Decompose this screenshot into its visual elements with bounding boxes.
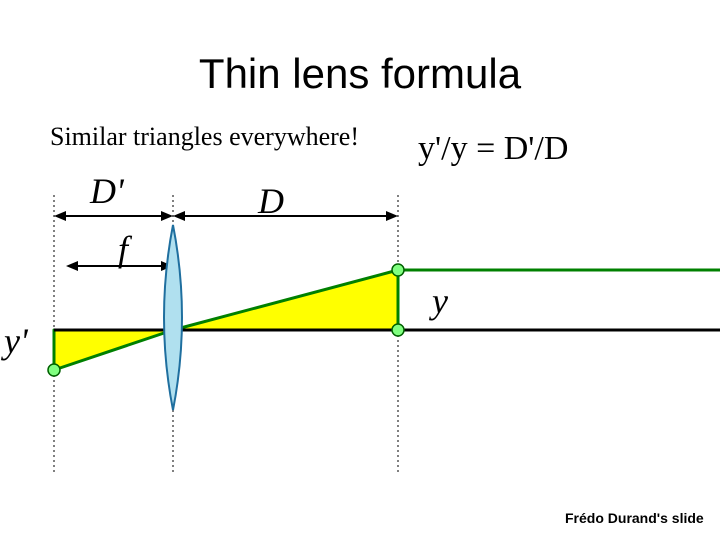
lens-diagram (0, 0, 720, 540)
